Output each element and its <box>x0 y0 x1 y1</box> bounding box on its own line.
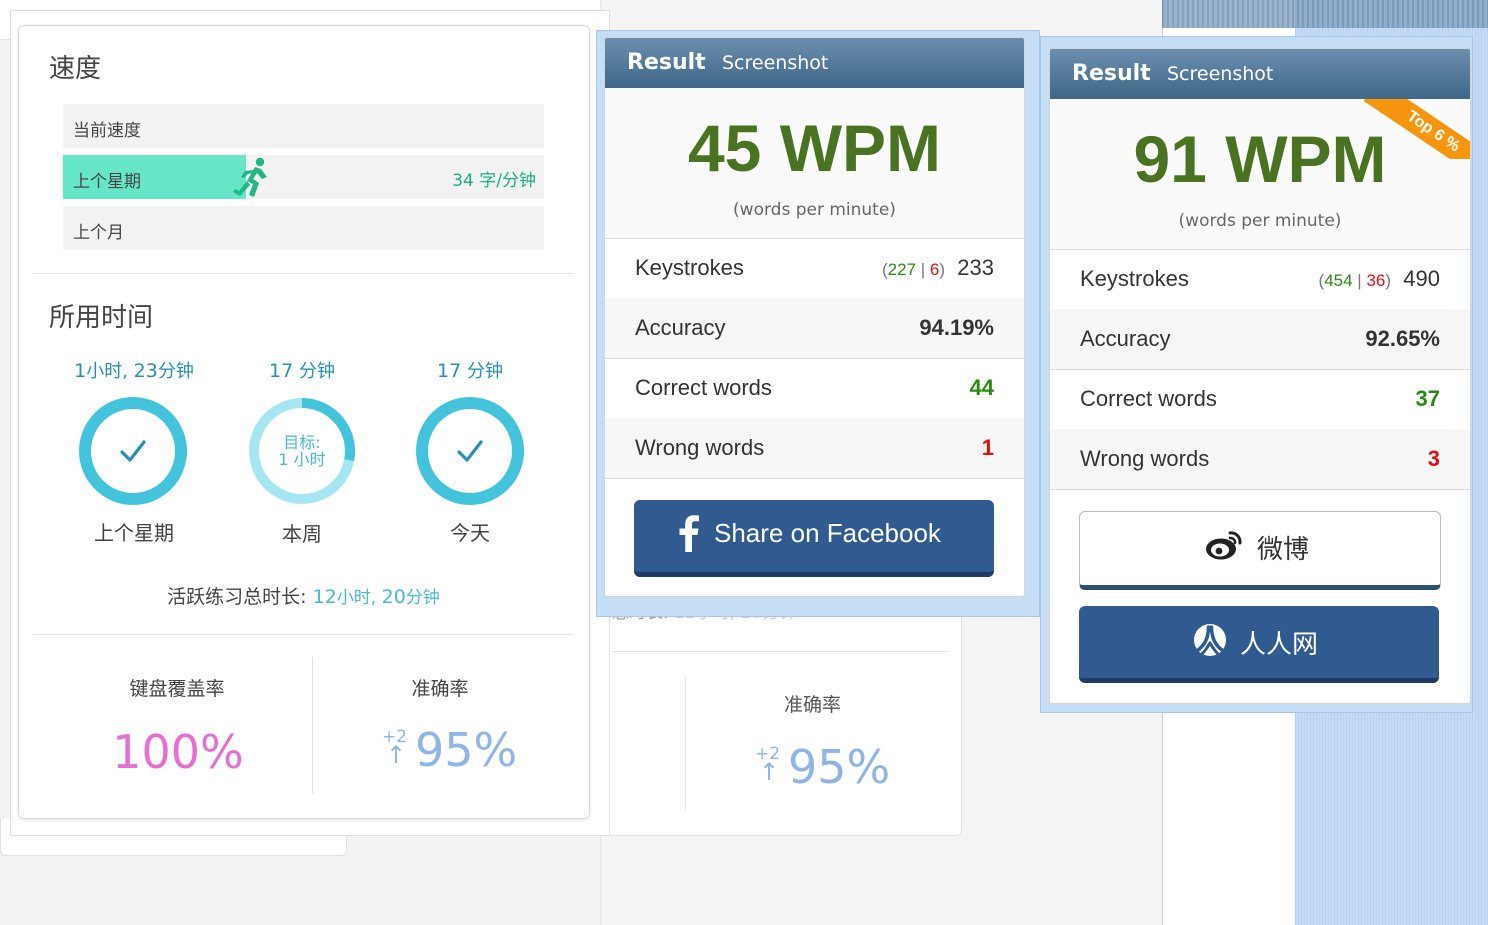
keystrokes-label: Keystrokes <box>1080 266 1189 291</box>
speed-row-current[interactable]: 当前速度 <box>63 104 544 148</box>
keystrokes-total: 233 <box>957 255 994 280</box>
tab-result[interactable]: Result <box>1072 61 1151 86</box>
wrong-words-label: Wrong words <box>635 435 765 460</box>
share-facebook-label: Share on Facebook <box>714 518 941 548</box>
check-icon <box>457 440 483 462</box>
time-ring-progress <box>249 398 355 504</box>
speed-title: 速度 <box>49 54 102 84</box>
divider <box>312 657 313 794</box>
wpm-area: 45 WPM (words per minute) <box>605 88 1024 239</box>
correct-words-value: 37 <box>1415 386 1440 411</box>
speed-bar-fill <box>63 155 246 199</box>
result-header: Result Screenshot <box>1050 49 1470 99</box>
background-toolbar <box>1162 0 1488 28</box>
share-facebook-button[interactable]: Share on Facebook <box>634 500 994 577</box>
accuracy-label: Accuracy <box>635 315 726 340</box>
divider <box>33 634 574 635</box>
accuracy-row: Accuracy 92.65% <box>1050 309 1470 370</box>
wpm-subtitle: (words per minute) <box>1178 211 1342 231</box>
speed-row-label: 上个星期 <box>73 172 141 192</box>
coverage-label: 键盘覆盖率 <box>129 678 225 700</box>
share-weibo-label: 微博 <box>1257 534 1310 564</box>
keystrokes-row: Keystrokes (454 | 36) 490 <box>1050 249 1470 310</box>
wrong-words-label: Wrong words <box>1080 446 1210 471</box>
time-caption: 本周 <box>282 522 322 546</box>
divider <box>685 675 686 810</box>
time-caption: 今天 <box>450 521 490 545</box>
up-arrow-icon: +2 ↑ <box>755 744 781 786</box>
time-ring-last-week <box>79 397 187 505</box>
speed-row-last-week[interactable]: 上个星期 34 字/分钟 <box>63 155 544 199</box>
keystrokes-row: Keystrokes (227 | 6) 233 <box>605 238 1024 299</box>
speed-row-label: 上个月 <box>73 223 124 243</box>
facebook-icon <box>679 515 699 552</box>
accuracy-value: 94.19% <box>919 315 994 340</box>
speed-row-last-month[interactable]: 上个月 <box>63 206 544 250</box>
correct-words-value: 44 <box>969 375 994 400</box>
check-icon <box>120 440 146 462</box>
time-label-this-week: 17 分钟 <box>269 360 335 382</box>
accuracy-value: 92.65% <box>1365 326 1440 351</box>
result-panel-1: Result Screenshot 45 WPM (words per minu… <box>604 37 1025 597</box>
keystrokes-wrong: 6 <box>929 260 940 279</box>
wpm-subtitle: (words per minute) <box>733 200 896 220</box>
wrong-words-row: Wrong words 1 <box>605 418 1024 479</box>
correct-words-label: Correct words <box>1080 386 1217 411</box>
time-label-today: 17 分钟 <box>437 360 503 382</box>
background-accuracy-label: 准确率 <box>783 694 841 716</box>
accuracy-delta: +2 <box>382 727 408 747</box>
share-weibo-button[interactable]: 微博 <box>1079 511 1441 590</box>
total-practice-time: 活跃练习总时长: 12小时, 20分钟 <box>167 586 440 608</box>
correct-words-label: Correct words <box>635 375 772 400</box>
up-arrow-icon: +2 ↑ <box>382 727 408 769</box>
share-renren-label: 人人网 <box>1240 629 1319 659</box>
tab-screenshot[interactable]: Screenshot <box>722 52 829 74</box>
keystrokes-total: 490 <box>1403 266 1440 291</box>
wrong-words-row: Wrong words 3 <box>1050 429 1470 490</box>
divider <box>33 273 574 274</box>
accuracy-row: Accuracy 94.19% <box>605 298 1024 359</box>
result-panel-2: Result Screenshot 91 WPM (words per minu… <box>1049 48 1471 704</box>
keystrokes-label: Keystrokes <box>635 255 744 280</box>
tab-result[interactable]: Result <box>627 50 706 75</box>
share-renren-button[interactable]: 人人网 <box>1079 606 1439 683</box>
accuracy-label: 准确率 <box>411 678 469 700</box>
wpm-value: 91 WPM <box>1133 122 1387 196</box>
accuracy-value: 95% <box>415 723 518 777</box>
divider <box>612 651 947 652</box>
time-ring-today <box>416 397 524 505</box>
time-ring-this-week <box>249 398 355 504</box>
correct-words-row: Correct words 37 <box>1050 369 1470 430</box>
result-header: Result Screenshot <box>605 38 1024 88</box>
keystrokes-correct: 227 <box>887 260 917 279</box>
wrong-words-value: 3 <box>1427 446 1440 471</box>
time-label-last-week: 1小时, 23分钟 <box>74 360 194 382</box>
coverage-value: 100% <box>112 725 244 779</box>
keystrokes-correct: 454 <box>1324 271 1353 290</box>
time-caption: 上个星期 <box>94 521 174 545</box>
runner-icon <box>233 157 267 197</box>
wrong-words-value: 1 <box>981 435 994 460</box>
wpm-value: 45 WPM <box>687 111 942 185</box>
goal-text: 目标: 1 小时 <box>278 433 326 469</box>
speed-row-label: 当前速度 <box>73 121 141 141</box>
time-title: 所用时间 <box>49 303 154 333</box>
renren-icon <box>1194 624 1226 656</box>
accuracy-delta: +2 <box>755 744 781 764</box>
weibo-icon <box>1206 531 1242 560</box>
keystrokes-wrong: 36 <box>1366 271 1386 290</box>
accuracy-label: Accuracy <box>1080 326 1171 351</box>
background-accuracy-value: 95% <box>788 740 891 794</box>
correct-words-row: Correct words 44 <box>605 358 1024 419</box>
tab-screenshot[interactable]: Screenshot <box>1167 63 1274 85</box>
top-percent-ribbon: Top 6 % <box>1363 99 1470 159</box>
speed-value: 34 字/分钟 <box>452 171 536 191</box>
